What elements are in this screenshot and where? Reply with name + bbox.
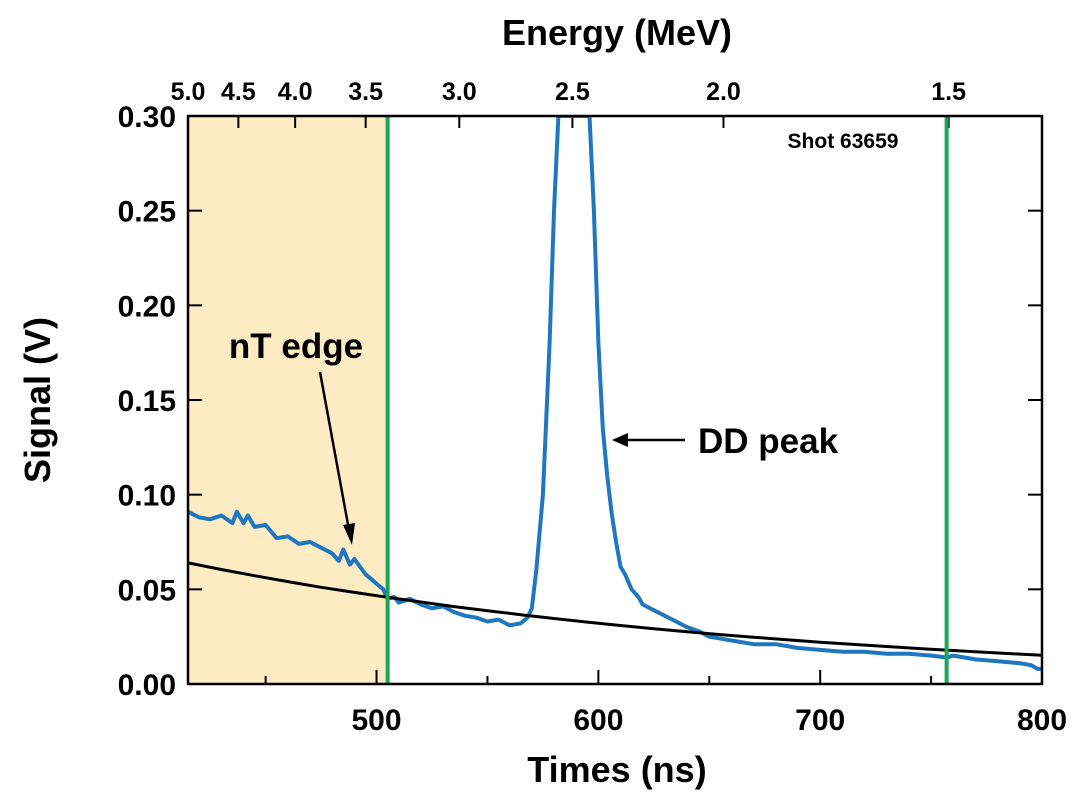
energy-tick-label: 5.0	[171, 78, 206, 106]
annotation-dd-peak: DD peak	[698, 422, 839, 461]
energy-tick-label: 3.5	[348, 78, 383, 106]
energy-tick-label: 2.0	[706, 78, 741, 106]
arrowhead-nt-edge	[343, 523, 355, 545]
x-tick-label: 800	[1017, 704, 1067, 737]
tick-labels: 0.00 0.05 0.10 0.15 0.20 0.25 0.30 500 600 700 800…	[118, 78, 1067, 737]
y-tick-label: 0.05	[118, 574, 176, 607]
y-tick-label: 0.20	[118, 290, 176, 323]
energy-tick-label: 4.5	[221, 78, 256, 106]
annotation-shot: Shot 63659	[788, 130, 899, 153]
y-tick-label: 0.25	[118, 196, 176, 229]
arrow-nt-edge	[318, 371, 351, 531]
shaded-region	[188, 116, 388, 684]
y-axis-title: Signal (V)	[17, 317, 58, 483]
energy-tick-label: 3.0	[442, 78, 477, 106]
x-tick-label: 500	[352, 704, 402, 737]
annotation-nt-edge: nT edge	[229, 327, 363, 366]
x-tick-label: 600	[573, 704, 623, 737]
energy-tick-label: 1.5	[931, 78, 966, 106]
signal-series-line	[188, 116, 1042, 671]
top-axis-title: Energy (MeV)	[502, 12, 732, 53]
vlines-layer	[385, 116, 949, 684]
series-layer	[188, 116, 1042, 671]
energy-tick-label: 2.5	[555, 78, 590, 106]
arrowhead-dd-peak	[612, 433, 628, 447]
x-tick-label: 700	[795, 704, 845, 737]
fit-curve-line	[188, 561, 1042, 657]
energy-tick-label: 4.0	[278, 78, 313, 106]
x-axis-title: Times (ns)	[527, 749, 706, 790]
y-tick-label: 0.15	[118, 385, 176, 418]
plot-frame	[186, 114, 1044, 686]
y-tick-label: 0.00	[118, 669, 176, 702]
y-tick-label: 0.10	[118, 480, 176, 513]
y-tick-label: 0.30	[118, 101, 176, 134]
